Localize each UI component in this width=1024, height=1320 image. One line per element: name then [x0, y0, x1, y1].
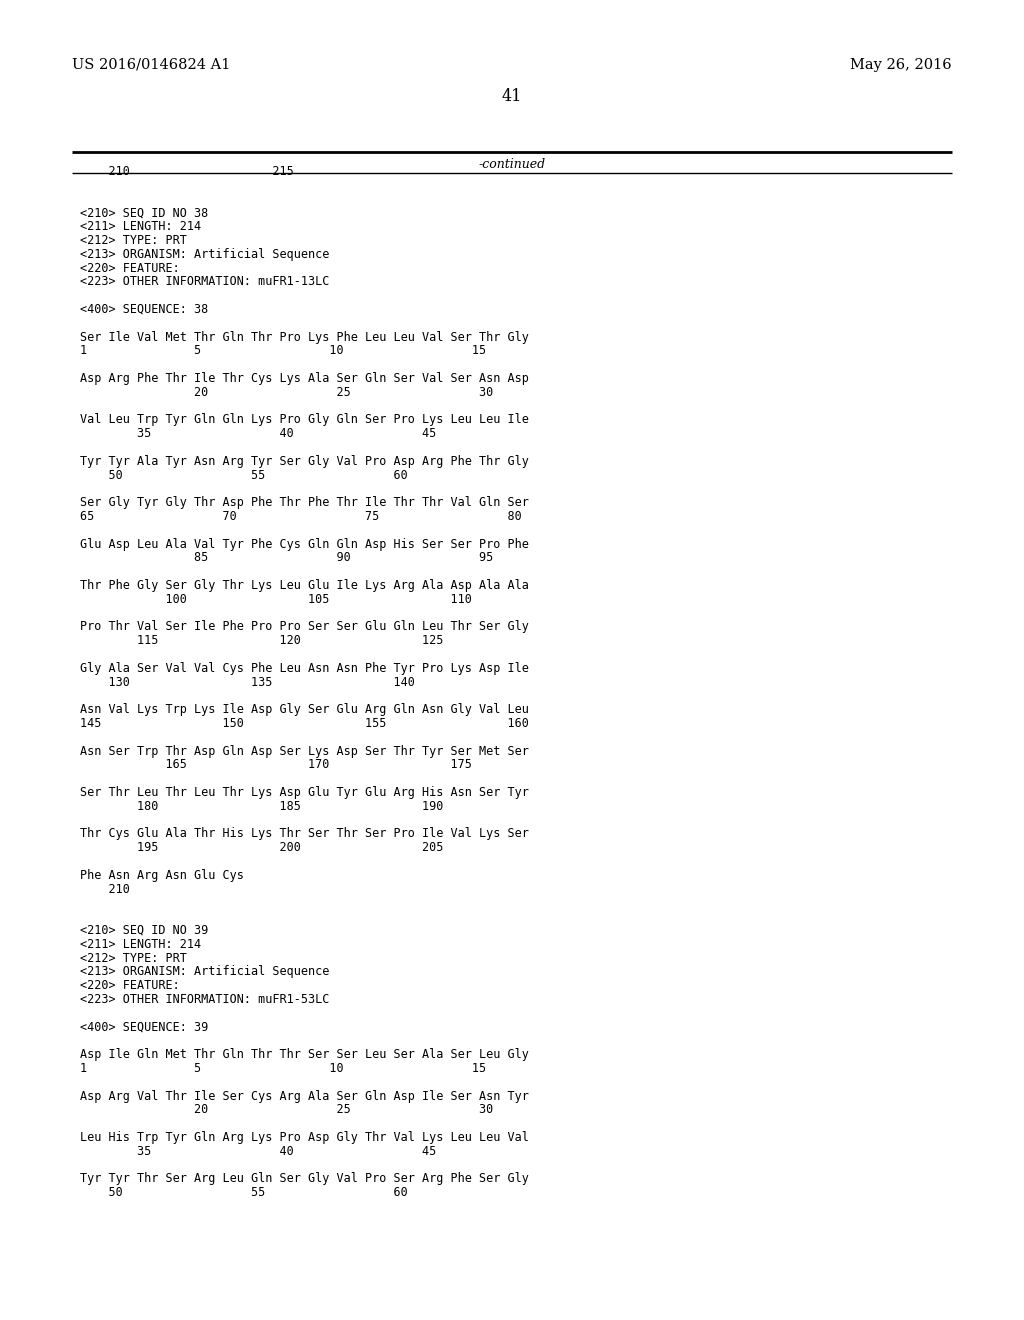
Text: 195                 200                 205: 195 200 205	[80, 841, 443, 854]
Text: 100                 105                 110: 100 105 110	[80, 593, 472, 606]
Text: <212> TYPE: PRT: <212> TYPE: PRT	[80, 952, 186, 965]
Text: <212> TYPE: PRT: <212> TYPE: PRT	[80, 234, 186, 247]
Text: <400> SEQUENCE: 38: <400> SEQUENCE: 38	[80, 304, 208, 315]
Text: Ser Ile Val Met Thr Gln Thr Pro Lys Phe Leu Leu Val Ser Thr Gly: Ser Ile Val Met Thr Gln Thr Pro Lys Phe …	[80, 330, 528, 343]
Text: 210                    215: 210 215	[80, 165, 294, 178]
Text: 115                 120                 125: 115 120 125	[80, 634, 443, 647]
Text: Asp Arg Phe Thr Ile Thr Cys Lys Ala Ser Gln Ser Val Ser Asn Asp: Asp Arg Phe Thr Ile Thr Cys Lys Ala Ser …	[80, 372, 528, 385]
Text: Thr Cys Glu Ala Thr His Lys Thr Ser Thr Ser Pro Ile Val Lys Ser: Thr Cys Glu Ala Thr His Lys Thr Ser Thr …	[80, 828, 528, 841]
Text: Phe Asn Arg Asn Glu Cys: Phe Asn Arg Asn Glu Cys	[80, 869, 244, 882]
Text: 35                  40                  45: 35 40 45	[80, 1144, 436, 1158]
Text: 50                  55                  60: 50 55 60	[80, 1187, 408, 1199]
Text: <211> LENGTH: 214: <211> LENGTH: 214	[80, 937, 201, 950]
Text: <223> OTHER INFORMATION: muFR1-13LC: <223> OTHER INFORMATION: muFR1-13LC	[80, 276, 330, 288]
Text: <400> SEQUENCE: 39: <400> SEQUENCE: 39	[80, 1020, 208, 1034]
Text: 50                  55                  60: 50 55 60	[80, 469, 408, 482]
Text: 20                  25                  30: 20 25 30	[80, 1104, 494, 1117]
Text: Ser Thr Leu Thr Leu Thr Lys Asp Glu Tyr Glu Arg His Asn Ser Tyr: Ser Thr Leu Thr Leu Thr Lys Asp Glu Tyr …	[80, 785, 528, 799]
Text: <223> OTHER INFORMATION: muFR1-53LC: <223> OTHER INFORMATION: muFR1-53LC	[80, 993, 330, 1006]
Text: 65                  70                  75                  80: 65 70 75 80	[80, 510, 522, 523]
Text: Tyr Tyr Thr Ser Arg Leu Gln Ser Gly Val Pro Ser Arg Phe Ser Gly: Tyr Tyr Thr Ser Arg Leu Gln Ser Gly Val …	[80, 1172, 528, 1185]
Text: <210> SEQ ID NO 38: <210> SEQ ID NO 38	[80, 206, 208, 219]
Text: 41: 41	[502, 88, 522, 106]
Text: 85                  90                  95: 85 90 95	[80, 552, 494, 565]
Text: Asn Val Lys Trp Lys Ile Asp Gly Ser Glu Arg Gln Asn Gly Val Leu: Asn Val Lys Trp Lys Ile Asp Gly Ser Glu …	[80, 704, 528, 717]
Text: 20                  25                  30: 20 25 30	[80, 385, 494, 399]
Text: Asp Arg Val Thr Ile Ser Cys Arg Ala Ser Gln Asp Ile Ser Asn Tyr: Asp Arg Val Thr Ile Ser Cys Arg Ala Ser …	[80, 1089, 528, 1102]
Text: Pro Thr Val Ser Ile Phe Pro Pro Ser Ser Glu Gln Leu Thr Ser Gly: Pro Thr Val Ser Ile Phe Pro Pro Ser Ser …	[80, 620, 528, 634]
Text: Gly Ala Ser Val Val Cys Phe Leu Asn Asn Phe Tyr Pro Lys Asp Ile: Gly Ala Ser Val Val Cys Phe Leu Asn Asn …	[80, 661, 528, 675]
Text: <220> FEATURE:: <220> FEATURE:	[80, 979, 180, 993]
Text: Glu Asp Leu Ala Val Tyr Phe Cys Gln Gln Asp His Ser Ser Pro Phe: Glu Asp Leu Ala Val Tyr Phe Cys Gln Gln …	[80, 537, 528, 550]
Text: <213> ORGANISM: Artificial Sequence: <213> ORGANISM: Artificial Sequence	[80, 965, 330, 978]
Text: 130                 135                 140: 130 135 140	[80, 676, 415, 689]
Text: US 2016/0146824 A1: US 2016/0146824 A1	[72, 58, 230, 73]
Text: Ser Gly Tyr Gly Thr Asp Phe Thr Phe Thr Ile Thr Thr Val Gln Ser: Ser Gly Tyr Gly Thr Asp Phe Thr Phe Thr …	[80, 496, 528, 510]
Text: Tyr Tyr Ala Tyr Asn Arg Tyr Ser Gly Val Pro Asp Arg Phe Thr Gly: Tyr Tyr Ala Tyr Asn Arg Tyr Ser Gly Val …	[80, 455, 528, 467]
Text: <210> SEQ ID NO 39: <210> SEQ ID NO 39	[80, 924, 208, 937]
Text: 1               5                  10                  15: 1 5 10 15	[80, 345, 486, 358]
Text: <211> LENGTH: 214: <211> LENGTH: 214	[80, 220, 201, 234]
Text: Val Leu Trp Tyr Gln Gln Lys Pro Gly Gln Ser Pro Lys Leu Leu Ile: Val Leu Trp Tyr Gln Gln Lys Pro Gly Gln …	[80, 413, 528, 426]
Text: <220> FEATURE:: <220> FEATURE:	[80, 261, 180, 275]
Text: 1               5                  10                  15: 1 5 10 15	[80, 1063, 486, 1074]
Text: Thr Phe Gly Ser Gly Thr Lys Leu Glu Ile Lys Arg Ala Asp Ala Ala: Thr Phe Gly Ser Gly Thr Lys Leu Glu Ile …	[80, 579, 528, 591]
Text: 180                 185                 190: 180 185 190	[80, 800, 443, 813]
Text: Asn Ser Trp Thr Asp Gln Asp Ser Lys Asp Ser Thr Tyr Ser Met Ser: Asn Ser Trp Thr Asp Gln Asp Ser Lys Asp …	[80, 744, 528, 758]
Text: 145                 150                 155                 160: 145 150 155 160	[80, 717, 528, 730]
Text: May 26, 2016: May 26, 2016	[850, 58, 952, 73]
Text: 165                 170                 175: 165 170 175	[80, 759, 472, 771]
Text: Asp Ile Gln Met Thr Gln Thr Thr Ser Ser Leu Ser Ala Ser Leu Gly: Asp Ile Gln Met Thr Gln Thr Thr Ser Ser …	[80, 1048, 528, 1061]
Text: 210: 210	[80, 883, 130, 895]
Text: -continued: -continued	[478, 158, 546, 172]
Text: 35                  40                  45: 35 40 45	[80, 428, 436, 440]
Text: Leu His Trp Tyr Gln Arg Lys Pro Asp Gly Thr Val Lys Leu Leu Val: Leu His Trp Tyr Gln Arg Lys Pro Asp Gly …	[80, 1131, 528, 1144]
Text: <213> ORGANISM: Artificial Sequence: <213> ORGANISM: Artificial Sequence	[80, 248, 330, 261]
